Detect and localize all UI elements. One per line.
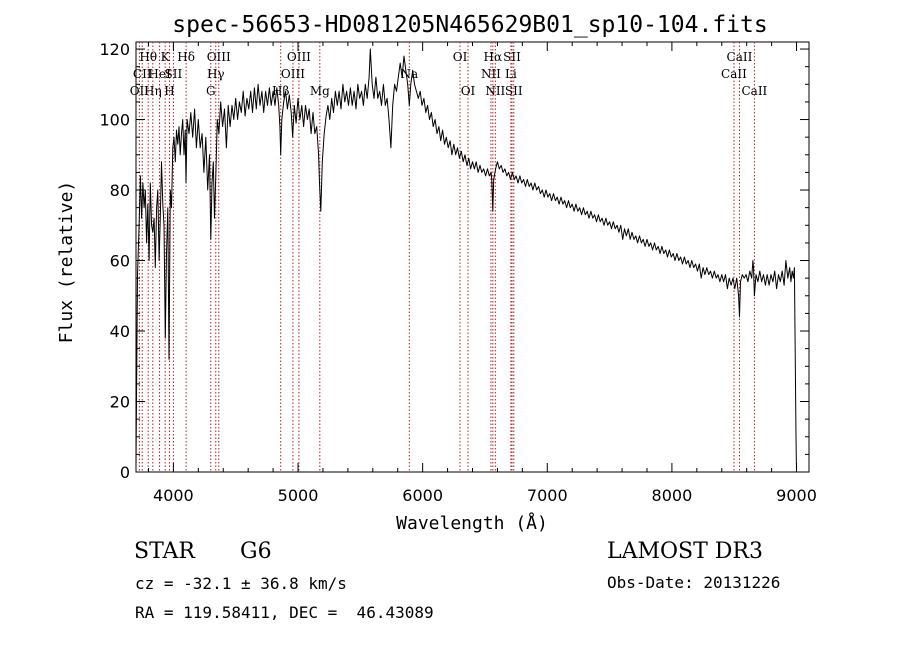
flux-series-layer — [135, 48, 797, 473]
x-axis-label: Wavelength (Å) — [396, 512, 548, 534]
observation-date: Obs-Date: 20131226 — [607, 573, 781, 592]
redshift-velocity: cz = -32.1 ± 36.8 km/s — [135, 574, 347, 593]
x-tick-label: 7000 — [527, 486, 568, 505]
series-line-flux — [135, 48, 797, 473]
coordinates: RA = 119.58411, DEC = 46.43089 — [135, 603, 434, 622]
y-axis: 0 20 40 60 80 100 120 — [99, 40, 809, 482]
survey-name: LAMOST DR3 — [607, 539, 763, 564]
line-label-7: SII — [165, 67, 183, 81]
spectral-line-markers — [138, 42, 755, 472]
y-axis-label: Flux (relative) — [56, 181, 77, 344]
x-tick-label: 5000 — [278, 486, 319, 505]
line-label-27: CaII — [741, 84, 767, 98]
line-label-5: K — [161, 50, 171, 64]
line-label-24: SII — [505, 84, 523, 98]
line-label-18: OI — [461, 84, 476, 98]
y-tick-label: 120 — [99, 40, 130, 59]
x-tick-label: 8000 — [652, 486, 693, 505]
line-label-1: CII — [133, 67, 152, 81]
spectral-subclass: G6 — [240, 539, 272, 564]
y-tick-label: 0 — [120, 463, 130, 482]
y-tick-label: 80 — [110, 181, 130, 200]
line-label-3: Hη — [144, 84, 162, 98]
line-label-12: Hβ — [272, 84, 289, 98]
line-label-10: Hγ — [207, 67, 225, 81]
line-label-19: NII — [481, 67, 501, 81]
x-axis: 4000 5000 6000 7000 8000 9000 — [147, 42, 817, 505]
line-label-4: HeI — [148, 67, 171, 81]
y-tick-label: 20 — [110, 393, 130, 412]
chart-title: spec-56653-HD081205N465629B01_sp10-104.f… — [172, 12, 767, 38]
line-label-13: OIII — [281, 67, 305, 81]
line-label-9: G — [206, 84, 216, 98]
line-label-0: OII — [130, 84, 150, 98]
y-tick-label: 60 — [110, 252, 130, 271]
line-label-15: Mg — [310, 84, 330, 98]
line-label-22: Li — [505, 67, 517, 81]
line-label-21: NII — [485, 84, 505, 98]
line-label-23: SII — [503, 50, 521, 64]
line-label-17: OI — [453, 50, 468, 64]
x-tick-label: 4000 — [153, 486, 194, 505]
line-label-2: Hθ — [139, 50, 157, 64]
line-label-11: OIII — [207, 50, 231, 64]
y-tick-label: 40 — [110, 322, 130, 341]
x-tick-label: 6000 — [402, 486, 443, 505]
plot-frame — [135, 41, 810, 473]
line-label-26: CaII — [727, 50, 753, 64]
x-tick-label: 9000 — [776, 486, 817, 505]
object-class: STAR — [134, 539, 195, 564]
y-tick-label: 100 — [99, 111, 130, 130]
line-label-6: H — [164, 84, 174, 98]
line-label-14: OIII — [287, 50, 311, 64]
line-label-25: CaII — [721, 67, 747, 81]
spectral-line-labels: OII CII Hθ Hη HeI K H SII Hδ G Hγ OIII Hβ OIII OIII Mg N… — [130, 50, 768, 98]
line-label-8: Hδ — [177, 50, 195, 64]
line-label-20: Hα — [484, 50, 503, 64]
